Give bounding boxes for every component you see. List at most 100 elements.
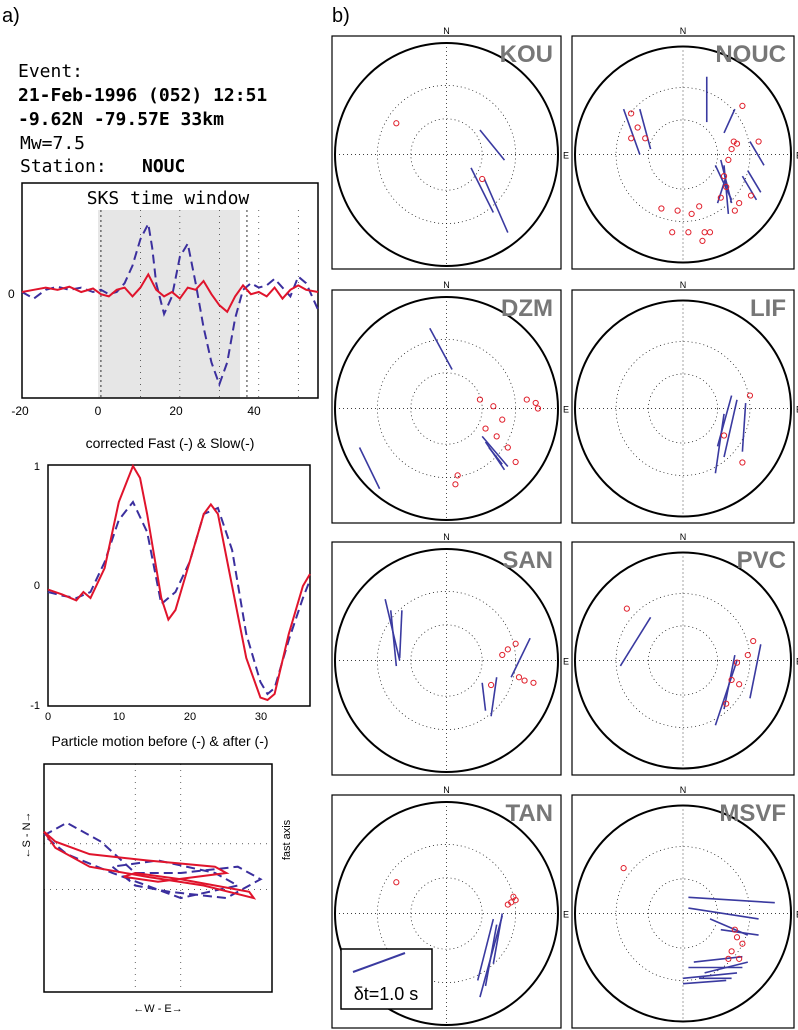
null-circle [699,237,706,244]
station-label: MSVF [719,800,786,827]
splitting-stick [398,610,403,659]
null-circle [720,432,728,439]
event-title: Event: [18,61,83,82]
null-circle [750,637,757,645]
null-circle [725,156,732,163]
stereoplot-san: N E SAN [331,532,569,776]
stereoplot-tan: N E TAN [331,785,569,1029]
splitting-stick [749,644,762,699]
splitting-stick [682,972,738,980]
stereonet-inner-circle [615,846,751,981]
particle-after [43,830,257,900]
splitting-stick [492,913,504,964]
stereonet-inner-circle [410,118,483,191]
splitting-stick [693,955,743,963]
corrected-fast-trace [47,500,311,696]
stereoplot-pvc: N E PVC [571,532,798,776]
splitting-stick [639,108,652,150]
null-circle [733,934,741,941]
null-circle [739,459,746,466]
station-label: PVC [737,547,786,574]
compass-east: E [796,910,798,920]
scale-bar-stick [352,952,406,973]
stereoplot-frame [331,35,562,270]
scale-bar: δt=1.0 s [340,948,433,1010]
fast-trace [21,220,319,388]
waveform-title: SKS time window [87,188,250,209]
null-circle [512,897,519,904]
particle-plot: Particle motion before (-) & after (-) ←… [21,733,293,1015]
stereonet-inner-circle [615,341,751,476]
stereoplot-lif: N E LIF [571,280,798,524]
corrected-xtick-0: 0 [45,711,51,723]
stereonet-inner-circle [615,593,751,728]
splitting-stick [484,924,498,987]
particle-xlabel: ←W - E→ [133,1003,183,1015]
splitting-stick [714,660,738,726]
null-circle [669,229,676,236]
splitting-stick [688,896,775,904]
particle-before [43,821,263,900]
splitting-stick [481,682,487,711]
station-label: NOUC [715,41,786,68]
station-label: SAN [502,547,553,574]
null-circle [736,681,743,688]
splitting-stick [749,141,765,166]
null-circle [755,138,762,145]
null-circle [634,124,641,131]
null-circle [736,200,743,207]
splitting-stick [622,108,641,155]
null-circle [454,472,461,479]
compass-north: N [443,532,450,542]
null-circle [747,192,755,199]
corrected-xtick-30: 30 [255,711,267,723]
null-circle [523,396,530,403]
corrected-ytick-neg1: -1 [30,700,40,712]
null-circle [488,681,495,689]
splitting-stick [741,403,747,452]
stereonet-inner-circle [410,372,483,445]
waveform-series [21,220,319,388]
compass-east: E [563,405,569,415]
null-circle [504,901,511,908]
null-circle [642,135,649,142]
station-label: KOU [500,41,553,68]
splitting-stick [688,907,759,920]
compass-east: E [796,151,798,161]
null-circle [739,940,746,947]
stereonet-inner-circle [410,624,483,697]
stereoplot-frame [331,541,562,776]
null-circle [521,677,528,684]
stereoplot-msvf: N E MSVF [571,785,798,1029]
stereoplot-kou: N E KOU [331,26,569,270]
null-circle [499,651,506,659]
null-circle [723,700,730,707]
compass-north: N [680,280,687,290]
corrected-series [47,463,311,702]
null-circle [530,679,537,686]
null-circle [728,146,735,153]
null-circle [746,392,754,399]
null-circle [482,425,489,432]
stereoplots: N E KOU N E NOUC N E DZM N E LIF N E SAN N E PVC N E TAN N E MS… [331,26,798,1029]
compass-north: N [680,785,687,795]
splitting-stick [716,175,727,204]
null-circle [736,955,743,962]
null-circle [512,640,519,647]
null-circle [515,674,523,681]
stereoplot-dzm: N E DZM [331,280,569,524]
null-circle [504,444,511,451]
corrected-ytick-1: 1 [34,461,40,473]
null-circle [620,865,627,872]
splitting-stick [510,637,531,678]
compass-north: N [443,785,450,795]
null-circle [476,396,484,403]
null-circle [452,481,459,488]
splitting-stick [704,961,748,974]
splitting-stick [723,399,738,458]
splitting-stick [682,979,727,985]
null-circle [739,102,746,110]
null-circle [728,676,735,684]
null-circle [534,405,542,412]
stereoplot-nouc: N E NOUC [571,26,798,270]
